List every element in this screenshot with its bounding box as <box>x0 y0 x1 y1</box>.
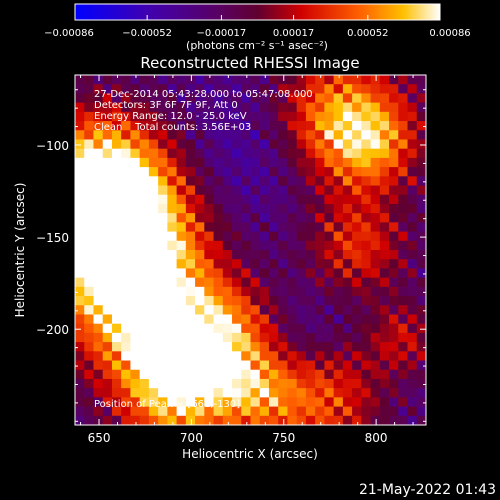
heatmap-image <box>75 75 426 425</box>
plot-timestamp: 21-May-2022 01:43 <box>359 482 496 498</box>
x-tick-label: 750 <box>272 431 295 445</box>
colorbar: −0.00086 −0.00052 −0.00017 0.00017 0.00052 0.… <box>44 3 471 52</box>
axis-tick-labels: 650 700 750 800 −100 −150 −200 <box>36 139 388 445</box>
plot-frame <box>74 74 427 426</box>
colorbar-unit-label: (photons cm⁻² s⁻¹ asec⁻²) <box>186 39 328 52</box>
x-tick-label: 650 <box>88 431 111 445</box>
colorbar-tick-labels: −0.00086 −0.00052 −0.00017 0.00017 0.00052 0.… <box>44 28 471 39</box>
colorbar-gradient <box>74 3 441 21</box>
axis-ticks <box>75 75 426 425</box>
annotation-time: 27-Dec-2014 05:43:28.000 to 05:47:08.000 <box>94 89 313 100</box>
annotation-energy: Energy Range: 12.0 - 25.0 keV <box>94 111 247 122</box>
colorbar-tick-label: −0.00052 <box>122 28 172 39</box>
annotation-block: 27-Dec-2014 05:43:28.000 to 05:47:08.000… <box>94 89 313 133</box>
x-tick-label: 700 <box>180 431 203 445</box>
peak-position-label: Position of Peak = [661,-130] <box>94 399 240 410</box>
x-axis-label: Heliocentric X (arcsec) <box>182 447 318 461</box>
colorbar-tick-label: −0.00086 <box>44 28 94 39</box>
colorbar-tick-label: 0.00052 <box>347 28 388 39</box>
y-axis-label: Heliocentric Y (arcsec) <box>13 183 27 318</box>
x-tick-label: 800 <box>365 431 388 445</box>
annotation-detectors: Detectors: 3F 6F 7F 9F, Att 0 <box>94 100 238 111</box>
colorbar-tick-label: 0.00086 <box>429 28 470 39</box>
y-tick-label: −100 <box>36 139 69 153</box>
y-tick-label: −150 <box>36 231 69 245</box>
chart-title: Reconstructed RHESSI Image <box>140 54 359 72</box>
colorbar-tick-label: 0.00017 <box>273 28 314 39</box>
annotation-clean: Clean Total counts: 3.56E+03 <box>94 122 251 133</box>
colorbar-ticks <box>74 15 441 20</box>
y-tick-label: −200 <box>36 323 69 337</box>
colorbar-tick-label: −0.00017 <box>197 28 247 39</box>
